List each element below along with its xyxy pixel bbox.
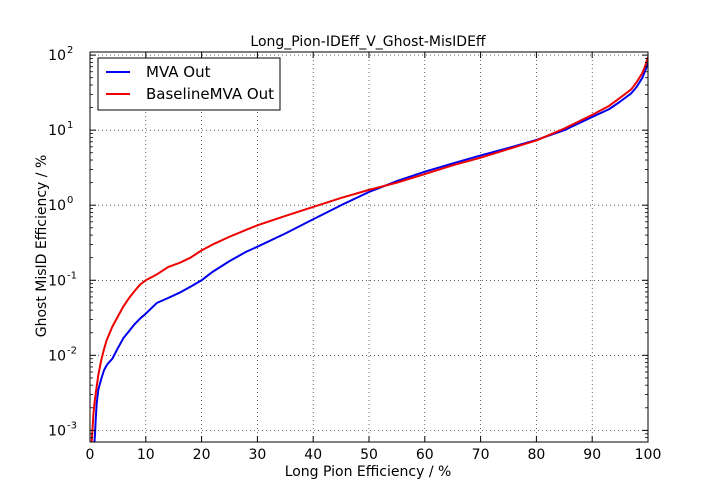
x-tick-label: 0 [86, 447, 95, 463]
x-tick-label: 100 [635, 447, 662, 463]
x-tick-label: 50 [360, 447, 378, 463]
series-layer [90, 56, 648, 442]
y-tick-label-exponent: 2 [67, 45, 73, 56]
y-tick-label: 10 [48, 423, 66, 439]
x-tick-label: 90 [583, 447, 601, 463]
chart-title: Long_Pion-IDEff_V_Ghost-MisIDEff [250, 34, 486, 50]
x-tick-label: 60 [416, 447, 434, 463]
y-tick-label-exponent: -1 [67, 270, 77, 281]
legend-label-baselinemva-out: BaselineMVA Out [146, 85, 274, 103]
y-tick-label: 10 [48, 48, 66, 64]
series-line-baselinemva-out [90, 56, 648, 442]
plot-frame [89, 51, 649, 443]
y-tick-label-exponent: 1 [67, 120, 73, 131]
y-tick-label-exponent: -3 [67, 420, 77, 431]
y-tick-label-exponent: 0 [67, 195, 73, 206]
series-line-mva-out [93, 62, 648, 442]
x-tick-label: 80 [527, 447, 545, 463]
x-axis-label: Long Pion Efficiency / % [285, 464, 452, 480]
x-tick-label: 10 [137, 447, 155, 463]
legend-label-mva-out: MVA Out [146, 63, 211, 81]
x-tick-label: 70 [472, 447, 490, 463]
y-tick-label: 10 [48, 348, 66, 364]
legend-box [97, 57, 281, 111]
x-tick-label: 20 [193, 447, 211, 463]
y-axis-label: Ghost MisID Efficiency / % [34, 155, 50, 338]
legend: MVA Out BaselineMVA Out [97, 57, 281, 111]
x-tick-label: 30 [248, 447, 266, 463]
y-tick-label: 10 [48, 273, 66, 289]
y-tick-label-exponent: -2 [67, 345, 77, 356]
y-tick-label: 10 [48, 198, 66, 214]
x-tick-label: 40 [304, 447, 322, 463]
y-tick-label: 10 [48, 123, 66, 139]
